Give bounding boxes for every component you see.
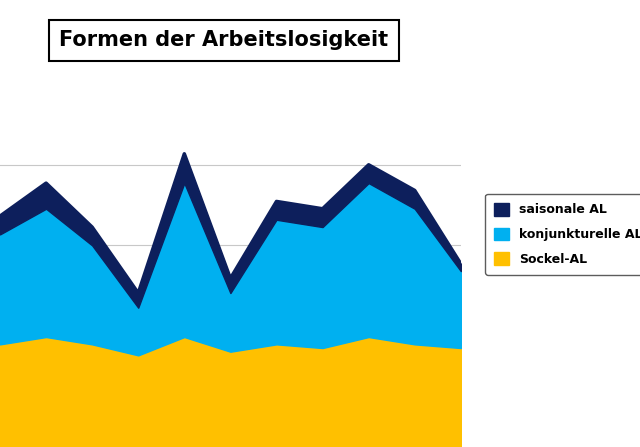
Text: Formen der Arbeitslosigkeit: Formen der Arbeitslosigkeit	[60, 30, 388, 50]
Legend: saisonale AL, konjunkturelle AL, Sockel-AL: saisonale AL, konjunkturelle AL, Sockel-…	[486, 194, 640, 275]
